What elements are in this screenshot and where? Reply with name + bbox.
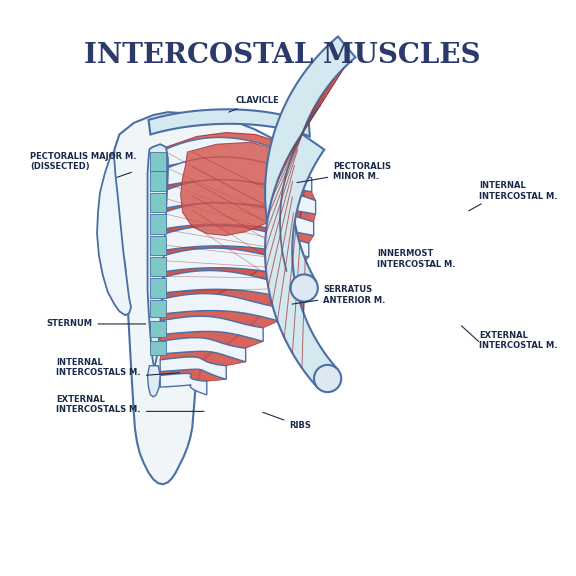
Polygon shape bbox=[160, 271, 292, 300]
Polygon shape bbox=[160, 246, 309, 265]
Text: INTERNAL
INTERCOSTAL M.: INTERNAL INTERCOSTAL M. bbox=[479, 181, 558, 200]
Polygon shape bbox=[160, 248, 302, 278]
Text: INTERCOSTAL MUSCLES: INTERCOSTAL MUSCLES bbox=[84, 42, 481, 69]
Circle shape bbox=[314, 365, 341, 392]
Text: INTERNAL
INTERCOSTALS M.: INTERNAL INTERCOSTALS M. bbox=[56, 358, 141, 377]
Text: CLAVICLE: CLAVICLE bbox=[229, 96, 280, 112]
Text: EXTERNAL
INTERCOSTALS M.: EXTERNAL INTERCOSTALS M. bbox=[56, 395, 141, 414]
Bar bbox=[150, 152, 166, 172]
Polygon shape bbox=[160, 157, 312, 192]
Polygon shape bbox=[160, 373, 207, 395]
Polygon shape bbox=[160, 180, 316, 214]
Polygon shape bbox=[160, 294, 279, 321]
Bar bbox=[150, 193, 166, 212]
Bar bbox=[150, 172, 166, 191]
Polygon shape bbox=[163, 132, 304, 305]
Polygon shape bbox=[160, 369, 226, 381]
Text: PECTORALIS
MINOR M.: PECTORALIS MINOR M. bbox=[297, 162, 391, 183]
Polygon shape bbox=[147, 366, 160, 397]
Polygon shape bbox=[160, 203, 314, 236]
Bar bbox=[150, 321, 166, 336]
Polygon shape bbox=[160, 226, 309, 257]
Polygon shape bbox=[160, 338, 245, 362]
Polygon shape bbox=[149, 109, 310, 137]
Text: STERNUM: STERNUM bbox=[47, 320, 146, 328]
Bar bbox=[150, 342, 166, 355]
Polygon shape bbox=[160, 224, 314, 243]
Text: EXTERNAL
INTERCOSTAL M.: EXTERNAL INTERCOSTAL M. bbox=[479, 331, 558, 350]
Polygon shape bbox=[160, 268, 302, 286]
Polygon shape bbox=[180, 142, 299, 236]
Text: SERRATUS
ANTERIOR M.: SERRATUS ANTERIOR M. bbox=[292, 285, 386, 305]
Polygon shape bbox=[160, 351, 245, 366]
Text: PECTORALIS MAJOR M.
(DISSECTED): PECTORALIS MAJOR M. (DISSECTED) bbox=[30, 152, 137, 172]
Polygon shape bbox=[265, 134, 338, 388]
Polygon shape bbox=[160, 357, 226, 380]
Polygon shape bbox=[147, 144, 168, 366]
Circle shape bbox=[291, 274, 318, 302]
Polygon shape bbox=[112, 112, 302, 484]
Text: RIBS: RIBS bbox=[263, 412, 311, 430]
Polygon shape bbox=[160, 310, 279, 328]
Polygon shape bbox=[160, 203, 316, 222]
Bar bbox=[150, 300, 166, 317]
Polygon shape bbox=[160, 316, 263, 342]
Bar bbox=[150, 278, 166, 298]
Polygon shape bbox=[160, 180, 316, 200]
Bar bbox=[150, 214, 166, 234]
Bar bbox=[150, 257, 166, 276]
Polygon shape bbox=[160, 157, 312, 178]
Polygon shape bbox=[265, 68, 344, 368]
Polygon shape bbox=[265, 36, 355, 295]
Text: INNERMOST
INTERCOSTAL M.: INNERMOST INTERCOSTAL M. bbox=[377, 249, 455, 268]
Polygon shape bbox=[160, 138, 304, 172]
Polygon shape bbox=[160, 331, 263, 348]
Bar bbox=[150, 236, 166, 255]
Polygon shape bbox=[97, 152, 131, 315]
Polygon shape bbox=[160, 289, 292, 308]
